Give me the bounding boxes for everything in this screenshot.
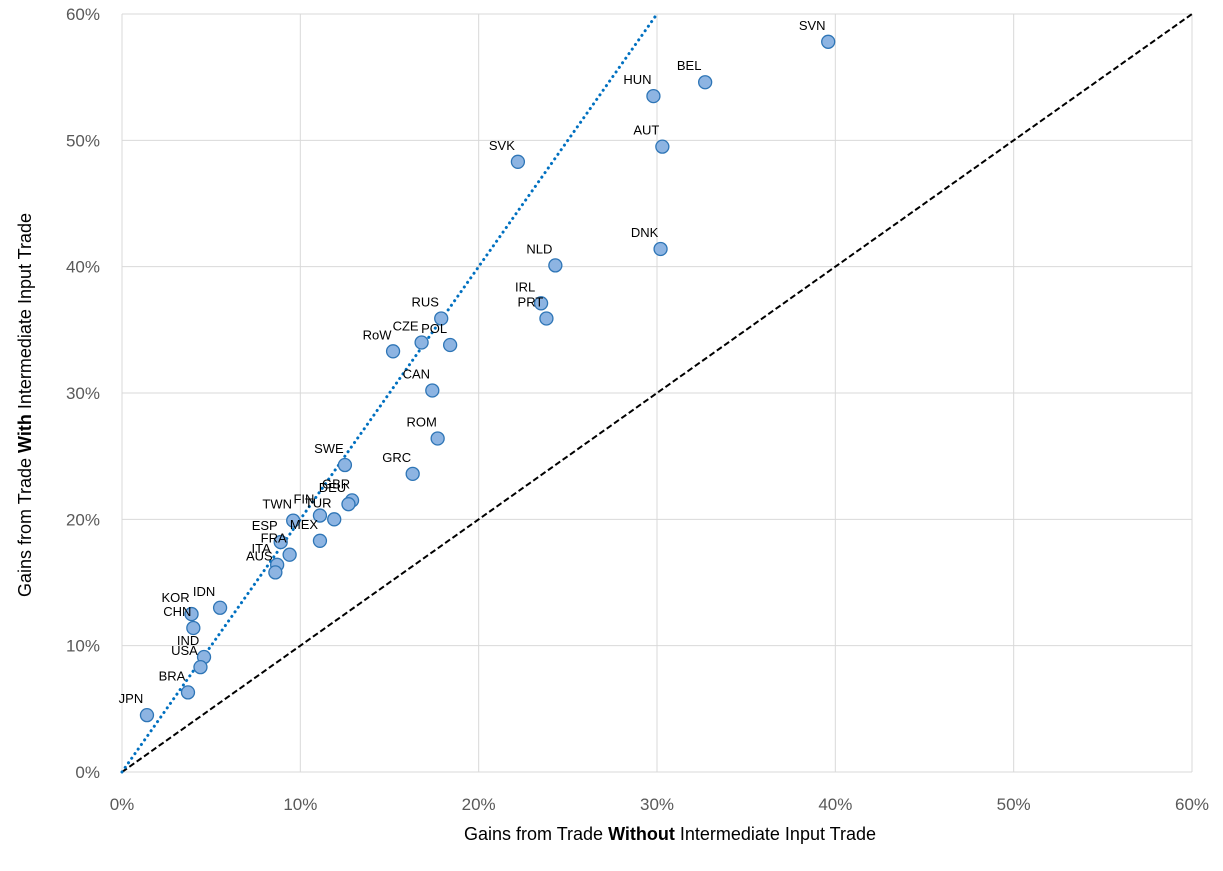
data-point [698,75,713,90]
point-label: JPN [119,691,144,706]
data-point [414,335,429,350]
data-point [442,337,458,353]
point-label: ESP [252,518,278,533]
point-label: IDN [193,584,215,599]
data-point [312,508,328,523]
point-label: CAN [403,366,430,381]
data-point [193,659,208,675]
point-label: KOR [161,590,189,605]
y-tick-label: 60% [66,5,100,24]
point-label: TWN [262,497,292,512]
reference-lines [120,12,1193,774]
data-point [646,88,661,104]
x-axis-ticks: 0% 10% 20% 30% 40% 50% 60% [110,795,1209,814]
point-label: RUS [411,294,439,309]
data-point [327,512,342,527]
x-tick-label: 30% [640,795,674,814]
x-tick-label: 0% [110,795,135,814]
x-tick-label: 50% [997,795,1031,814]
x-tick-label: 60% [1175,795,1209,814]
y-tick-label: 10% [66,637,100,656]
data-point [653,241,668,257]
point-label: IND [177,633,199,648]
point-label: DEU [319,480,346,495]
point-label: AUS [246,548,273,563]
data-point [180,685,196,700]
point-label: USA [171,643,198,658]
point-label: BEL [677,58,702,73]
point-label: RoW [363,327,393,342]
x-tick-label: 40% [818,795,852,814]
data-point [341,497,356,512]
point-label: NLD [526,241,552,256]
data-point [273,534,288,550]
point-label: SVN [799,18,826,33]
data-point [539,311,554,326]
point-label: CZE [393,318,419,333]
point-label: POL [421,321,447,336]
fit-line [120,12,659,774]
point-label: PRT [518,294,544,309]
data-point [430,431,445,446]
point-label: GRC [382,450,411,465]
data-point [312,533,328,548]
data-point [337,457,353,473]
data-point [184,606,199,622]
data-point [186,620,201,636]
point-label: IRL [515,279,535,294]
point-label: SVK [489,138,515,153]
data-points [139,34,836,723]
x-tick-label: 10% [283,795,317,814]
point-label: ROM [406,414,436,429]
y-tick-label: 50% [66,131,100,150]
point-label: DNK [631,225,659,240]
point-label: TUR [305,495,332,510]
data-point [655,139,670,154]
data-point [385,344,401,359]
data-point [268,565,283,580]
data-point [434,311,449,326]
data-point [212,600,228,615]
data-point [510,154,526,169]
data-point [282,547,297,562]
y-axis-ticks: 0% 10% 20% 30% 40% 50% 60% [66,5,100,782]
grid [121,13,1193,773]
y-axis-title: Gains from Trade With Intermediate Input… [15,213,35,597]
point-label: AUT [633,123,659,138]
point-label: FRA [261,531,287,546]
x-axis-title: Gains from Trade Without Intermediate In… [464,824,876,844]
y-tick-label: 0% [75,763,100,782]
data-point [405,466,420,482]
y-tick-label: 20% [66,510,100,529]
point-label: GBR [322,476,350,491]
point-label: MEX [290,517,319,532]
y-tick-label: 40% [66,258,100,277]
data-point [548,258,563,273]
data-point [533,296,549,311]
point-label: BRA [159,668,186,683]
data-point [425,383,440,398]
point-label: ITA [252,541,272,556]
point-label: CHN [163,604,191,619]
data-point [286,513,301,528]
x-tick-label: 20% [462,795,496,814]
data-point [821,34,836,49]
point-label: SWE [314,441,344,456]
diagonal-reference-line [121,13,1193,773]
y-tick-label: 30% [66,384,100,403]
point-label: HUN [623,72,651,87]
data-point [139,708,155,723]
point-label: FIN [293,492,314,507]
